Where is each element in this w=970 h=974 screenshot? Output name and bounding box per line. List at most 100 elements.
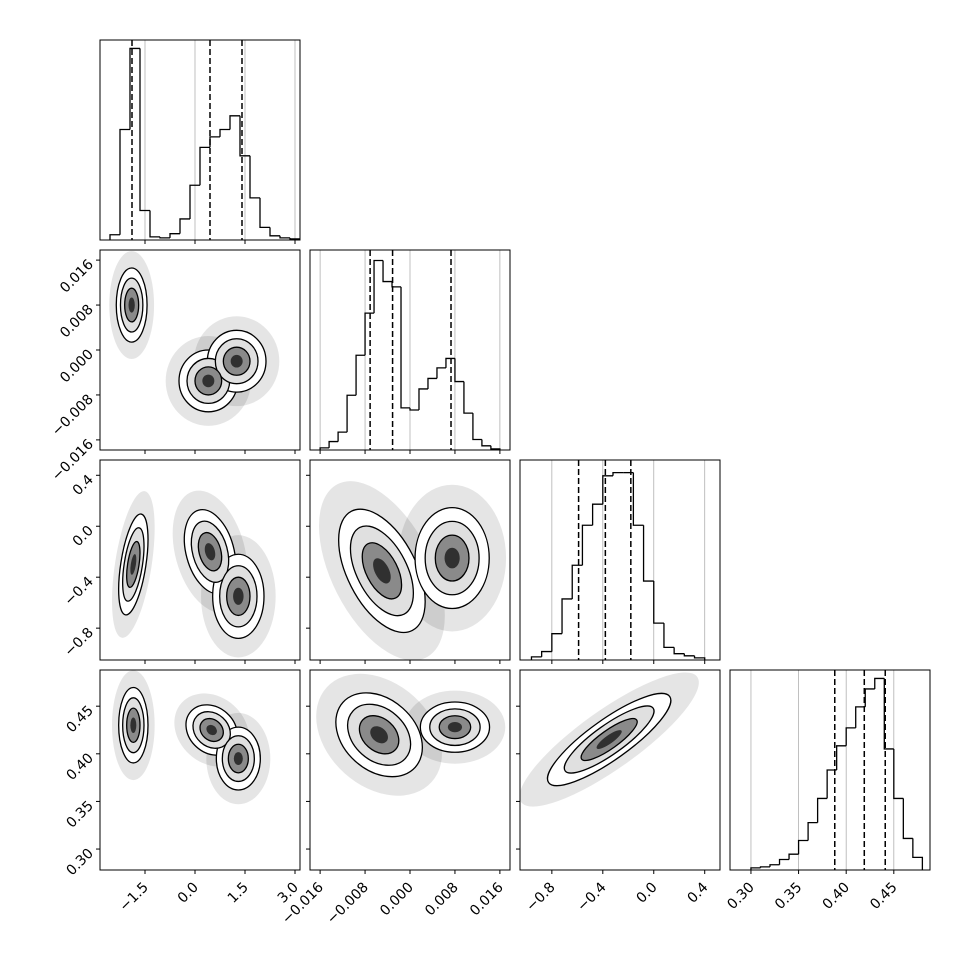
y-tick-label: −0.4	[61, 574, 96, 609]
panel-frame	[99, 669, 301, 871]
histogram-step	[199, 146, 210, 186]
y-tick-label: 0.016	[57, 257, 97, 297]
histogram-step	[845, 727, 856, 746]
histogram-step	[490, 445, 501, 450]
histogram-step	[179, 218, 190, 234]
histogram-step	[391, 281, 402, 288]
histogram-step	[912, 838, 924, 870]
histogram-step	[663, 623, 675, 649]
y-tick-label: 0.008	[57, 302, 97, 342]
y-tick-label: −0.008	[49, 391, 97, 439]
histogram-step	[530, 656, 542, 660]
histogram-step	[355, 354, 366, 396]
x-tick-label: 0.016	[467, 879, 507, 919]
histogram-step	[463, 381, 473, 414]
x-tick-label: 0.30	[724, 880, 757, 913]
histogram-step	[364, 312, 375, 356]
density-core	[373, 558, 391, 584]
y-tick-label: 0.40	[63, 750, 96, 783]
histogram-step	[778, 858, 790, 865]
panel-frame	[309, 459, 511, 661]
density-core	[233, 587, 244, 605]
y-tick-label: −0.8	[61, 625, 96, 660]
histogram-step	[382, 260, 393, 283]
histogram-step	[788, 853, 799, 860]
histogram-step	[683, 653, 695, 657]
histogram-step	[551, 633, 563, 652]
panel-frame	[729, 669, 931, 871]
panel	[530, 460, 706, 660]
panel-frame	[519, 669, 721, 871]
density-core	[370, 726, 388, 744]
panel	[316, 673, 506, 796]
histogram-step	[289, 237, 300, 240]
histogram-step	[874, 677, 885, 689]
panel-frame	[309, 249, 511, 451]
x-tick-label: −0.8	[523, 880, 558, 915]
panel	[109, 40, 300, 240]
histogram-step	[581, 524, 593, 566]
histogram-step	[612, 471, 624, 476]
histogram-step	[239, 115, 250, 157]
x-tick-label: −1.5	[116, 880, 151, 915]
histogram-step	[269, 227, 280, 237]
histogram-step	[279, 235, 290, 239]
y-tick-label: 0.35	[63, 798, 96, 831]
y-tick-label: 0.000	[57, 347, 97, 387]
x-tick-label: 0.45	[867, 880, 900, 913]
histogram-step	[436, 367, 446, 379]
density-core	[596, 730, 622, 749]
histogram-step	[797, 839, 809, 855]
histogram-step	[855, 706, 866, 728]
panel	[111, 490, 276, 658]
x-tick-label: 1.5	[225, 880, 252, 907]
histogram-step	[159, 236, 170, 239]
histogram-step	[129, 47, 140, 130]
histogram-step	[373, 259, 384, 314]
x-tick-label: 0.0	[634, 880, 661, 907]
histogram-step	[209, 136, 220, 148]
histogram-step	[346, 394, 357, 433]
histogram-step	[109, 234, 120, 240]
histogram-step	[893, 748, 904, 800]
x-tick-label: 0.000	[377, 880, 417, 920]
histogram-step	[673, 647, 685, 655]
x-tick-label: −0.008	[324, 880, 372, 928]
histogram-step	[807, 821, 818, 841]
histogram-step	[883, 678, 894, 750]
histogram-step	[693, 655, 706, 660]
histogram-step	[864, 688, 875, 707]
histogram-step	[169, 233, 180, 238]
histogram-step	[571, 564, 583, 599]
y-tick-label: 0.30	[63, 846, 96, 879]
histogram-step	[642, 525, 654, 582]
panel	[318, 481, 507, 660]
density-core	[202, 374, 215, 388]
histogram-step	[561, 598, 573, 634]
x-tick-label: 0.0	[175, 880, 202, 907]
histogram-step	[836, 745, 847, 770]
x-tick-label: 0.4	[684, 879, 711, 906]
histogram-step	[409, 407, 419, 411]
histogram-step	[826, 769, 837, 799]
histogram-step	[189, 184, 200, 219]
histogram-step	[149, 210, 160, 238]
histogram-step	[454, 358, 464, 383]
density-core	[230, 354, 243, 368]
histogram-step	[653, 581, 664, 624]
histogram-step	[229, 115, 240, 130]
panel-frame	[99, 39, 301, 241]
density-core	[444, 547, 460, 569]
panel	[750, 670, 924, 870]
panel-frame	[519, 459, 721, 661]
histogram-step	[902, 798, 913, 840]
y-tick-label: 0.0	[70, 523, 97, 550]
histogram-step	[816, 797, 828, 823]
histogram-step	[328, 440, 339, 448]
density-core	[233, 752, 243, 765]
x-tick-label: −0.4	[574, 879, 609, 914]
histogram-step	[119, 128, 130, 235]
panel	[319, 250, 501, 450]
panel-frame	[309, 669, 511, 871]
